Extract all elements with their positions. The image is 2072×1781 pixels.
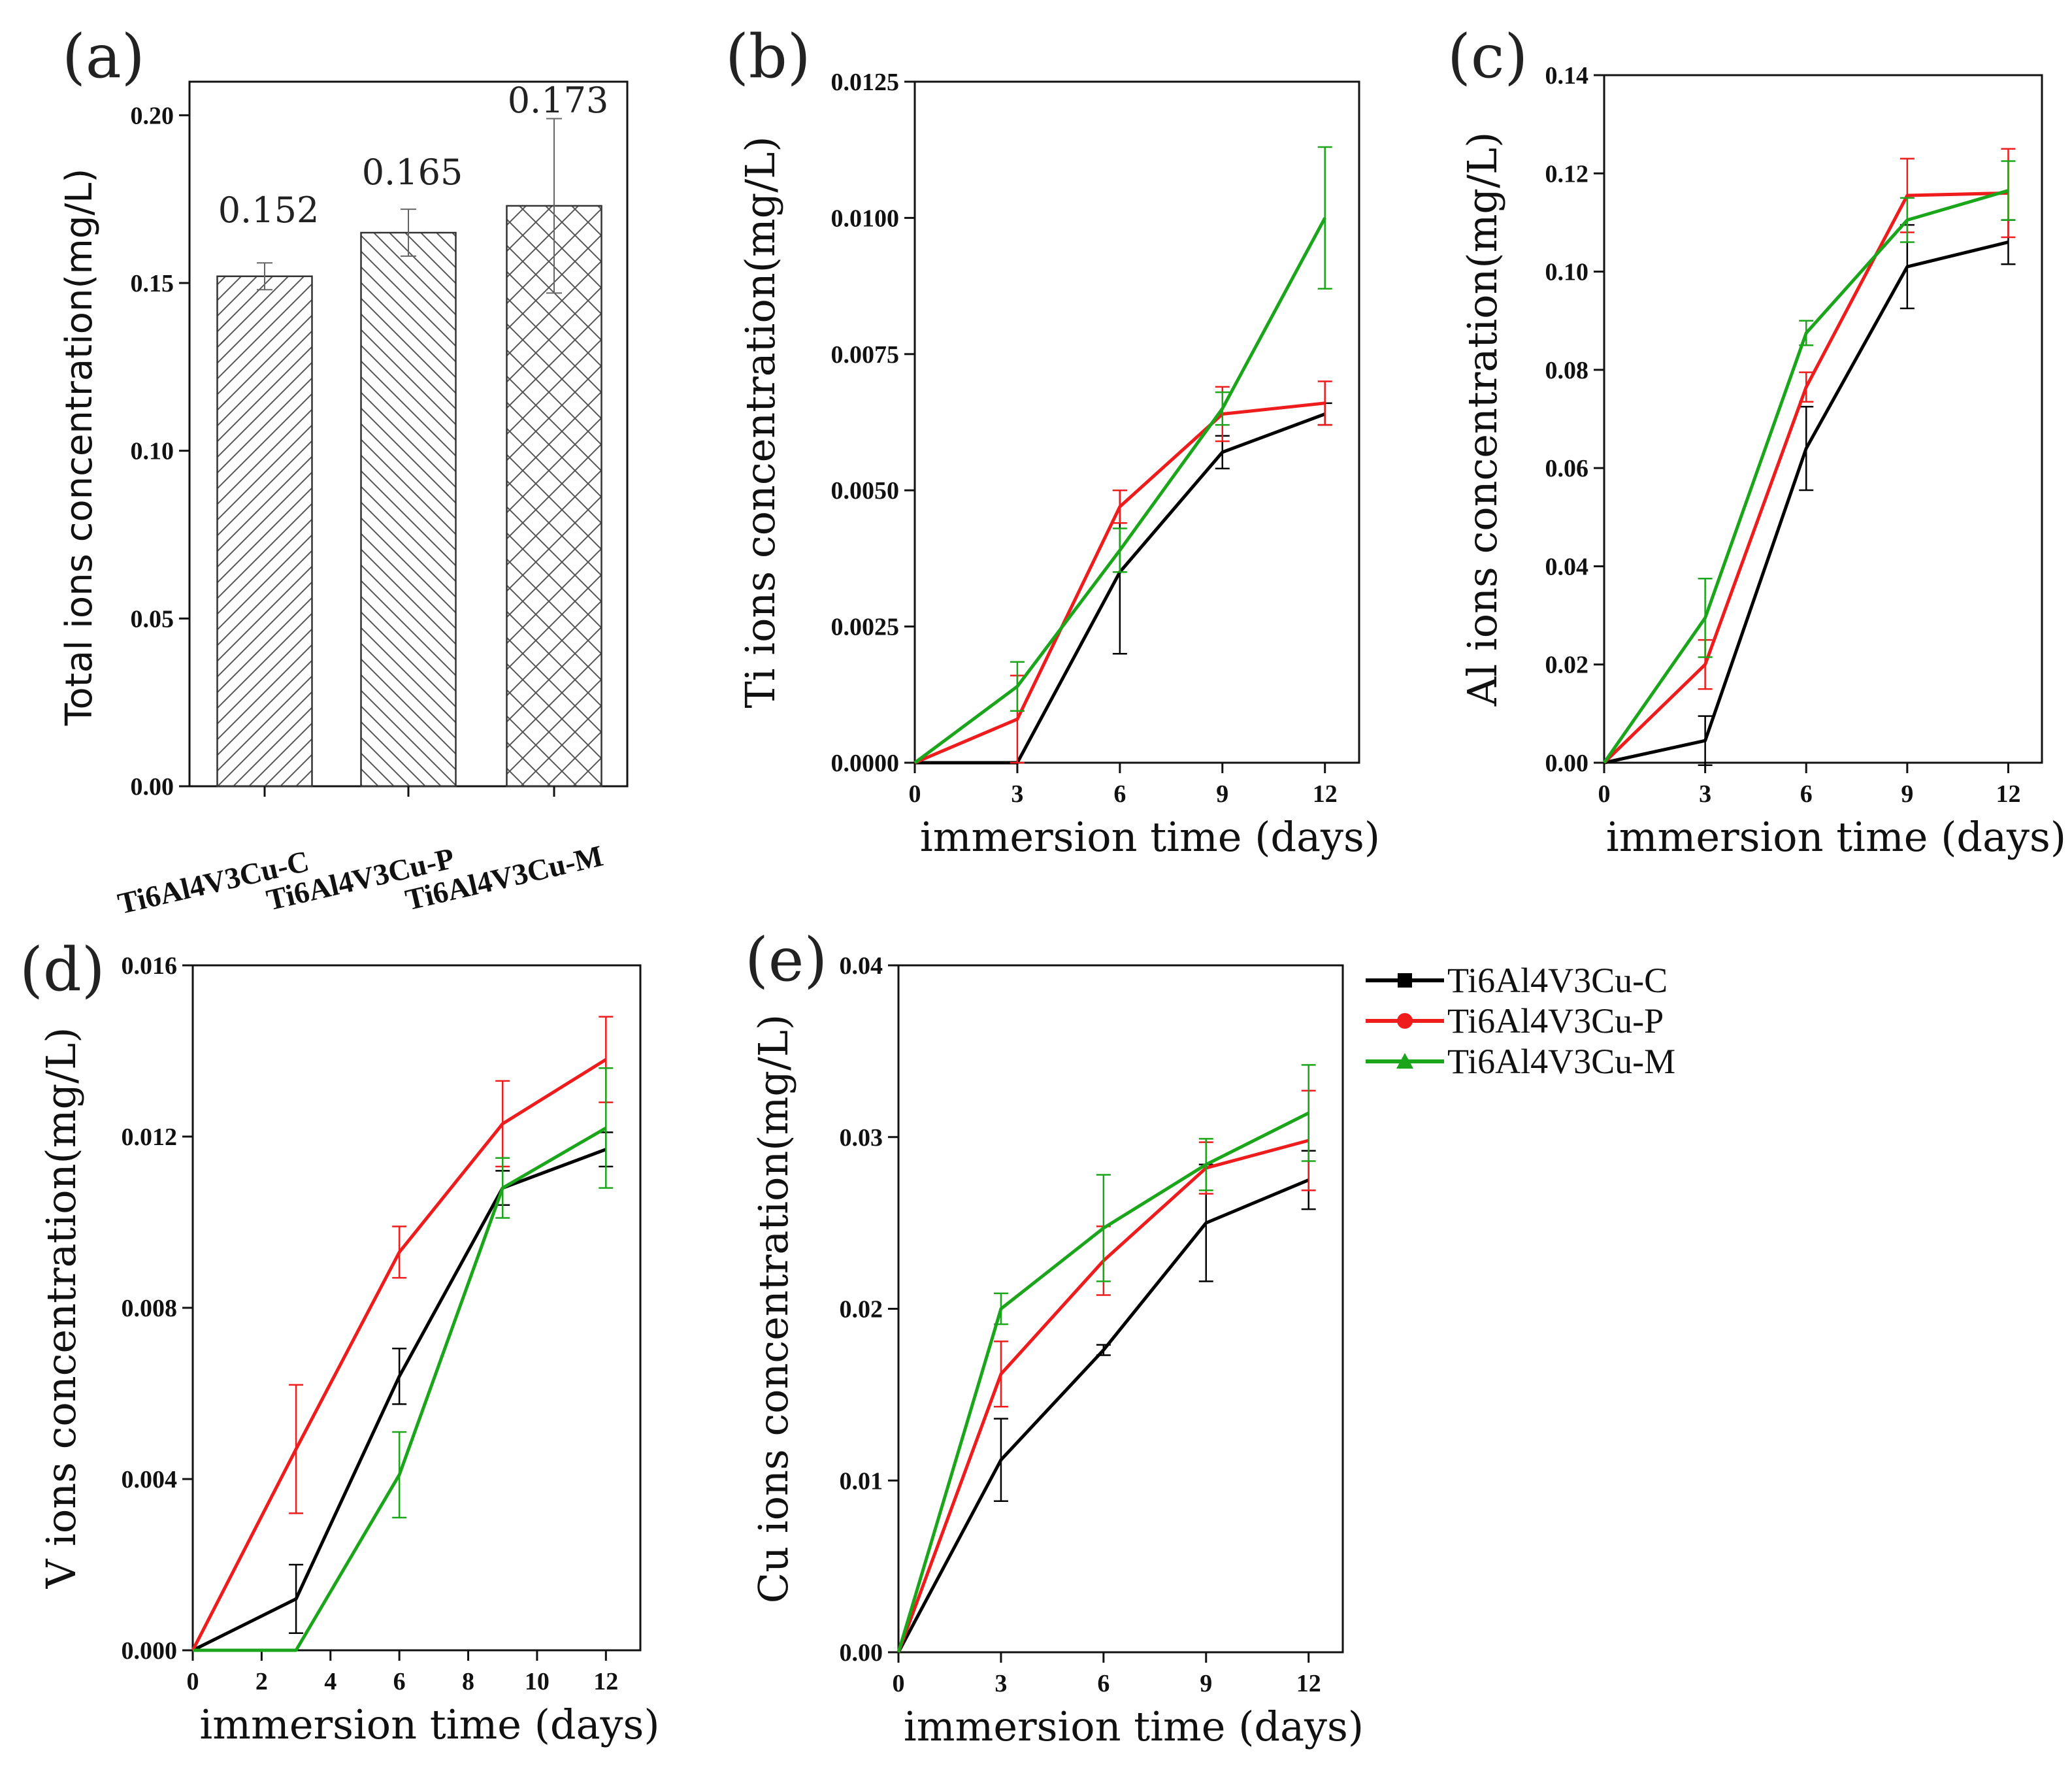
x-tick-label: 12: [1313, 780, 1338, 808]
value-label: 0.152: [218, 190, 320, 231]
y-tick-label: 0.05: [131, 605, 174, 633]
bar: [216, 275, 313, 788]
legend-marker-circle: [1397, 1013, 1413, 1029]
y-tick-label: 0.004: [122, 1466, 178, 1493]
y-axis-title: Ti ions concentration(mg/L): [736, 136, 784, 708]
value-label: 0.165: [362, 152, 463, 193]
y-tick-label: 0.03: [840, 1124, 883, 1152]
x-tick-label: 6: [393, 1668, 406, 1695]
plot-frame: [1603, 74, 2043, 764]
x-axis-title: immersion time (days): [199, 1701, 659, 1748]
y-tick-label: 0.000: [122, 1637, 178, 1665]
y-tick-label: 0.02: [840, 1296, 883, 1323]
panel-letter-d: (d): [20, 935, 105, 1005]
y-tick-label: 0.06: [1545, 455, 1589, 482]
panel-letter-a: (a): [62, 22, 145, 92]
plot-frame: [191, 964, 642, 1652]
y-tick-label: 0.0125: [831, 69, 900, 96]
x-axis-title: immersion time (days): [920, 813, 1380, 861]
panel-b-ti-line-chart: 0.0000 0.0025 0.0050 0.0075 0.0100 0.0125 0 3 6 9…: [736, 69, 1380, 861]
y-tick-label: 0.00: [131, 773, 174, 801]
panel-e-cu-line-chart: 0.00 0.01 0.02 0.03 0.04 0 3 6 9 12 immersion time…: [749, 952, 1364, 1750]
y-tick-label: 0.04: [840, 952, 883, 980]
panel-a-bar-chart: 0.000.050.100.150.200.152Ti6Al4V3Cu-C0.1…: [58, 80, 629, 920]
x-axis-title: immersion time (days): [904, 1703, 1364, 1750]
y-tick-label: 0.02: [1545, 652, 1589, 679]
x-tick-label: 10: [525, 1668, 550, 1695]
panel-letter-c: (c): [1447, 22, 1528, 92]
y-axis-title: Cu ions concentration(mg/L): [749, 1014, 797, 1603]
panel-d-v-line-chart: 0.000 0.004 0.008 0.012 0.016 0 2 4 6 8 10 12 immers…: [37, 952, 660, 1748]
y-tick-label: 0.0025: [831, 614, 900, 641]
legend-marker-square: [1398, 973, 1412, 988]
x-tick-label: 6: [1800, 780, 1813, 808]
panel-letter-b: (b): [725, 22, 811, 92]
x-tick-label: 0: [1598, 780, 1611, 808]
y-tick-label: 0.04: [1545, 553, 1589, 580]
legend-label: Ti6Al4V3Cu-M: [1447, 1042, 1675, 1081]
y-tick-label: 0.016: [122, 952, 178, 980]
x-tick-label: 12: [593, 1668, 618, 1695]
x-tick-label: 0: [893, 1670, 905, 1697]
x-tick-label: 6: [1097, 1670, 1110, 1697]
y-tick-label: 0.12: [1545, 160, 1589, 188]
y-tick-label: 0.00: [1545, 750, 1589, 777]
y-tick-label: 0.14: [1545, 62, 1589, 90]
y-tick-label: 0.20: [131, 102, 174, 129]
y-tick-label: 0.0050: [831, 477, 900, 505]
value-label: 0.173: [508, 80, 609, 121]
panel-letter-e: (e): [745, 925, 827, 995]
x-tick-label: 0: [187, 1668, 199, 1695]
x-tick-label: 0: [909, 780, 921, 808]
x-tick-label: 12: [1296, 1670, 1321, 1697]
x-tick-label: 6: [1113, 780, 1126, 808]
y-axis-title: Total ions concentration(mg/L): [58, 169, 101, 727]
x-tick-label: 3: [995, 1670, 1007, 1697]
x-axis-title: immersion time (days): [1606, 813, 2066, 861]
plot-frame: [897, 964, 1344, 1654]
y-tick-label: 0.0075: [831, 341, 900, 369]
x-tick-label: 9: [1200, 1670, 1212, 1697]
x-tick-label: 9: [1216, 780, 1228, 808]
y-tick-label: 0.15: [131, 270, 174, 297]
legend-marker-triangle: [1396, 1053, 1413, 1069]
y-tick-label: 0.00: [840, 1639, 883, 1667]
y-axis-title: Al ions concentration(mg/L): [1458, 132, 1506, 707]
x-tick-label: 4: [324, 1668, 337, 1695]
y-tick-label: 0.0000: [831, 750, 900, 777]
x-tick-label: 9: [1901, 780, 1913, 808]
x-tick-label: 3: [1011, 780, 1023, 808]
x-tick-label: 3: [1699, 780, 1711, 808]
y-tick-label: 0.0100: [831, 205, 900, 232]
panel-c-al-line-chart: 0.00 0.02 0.04 0.06 0.08 0.10 0.12 0.14 0 3 6 9 12 im…: [1458, 62, 2066, 861]
x-tick-label: 12: [1996, 780, 2020, 808]
legend-label: Ti6Al4V3Cu-P: [1447, 1001, 1664, 1040]
x-tick-label: 8: [462, 1668, 474, 1695]
bar: [360, 231, 457, 788]
y-tick-label: 0.012: [122, 1124, 178, 1151]
y-tick-label: 0.08: [1545, 357, 1589, 384]
y-tick-label: 0.10: [1545, 259, 1589, 286]
y-tick-label: 0.008: [122, 1295, 178, 1322]
y-tick-label: 0.01: [840, 1467, 883, 1495]
legend-label: Ti6Al4V3Cu-C: [1447, 961, 1668, 1000]
plot-frame: [913, 80, 1360, 764]
y-axis-title: V ions concentration(mg/L): [37, 1027, 85, 1590]
x-tick-label: 2: [255, 1668, 268, 1695]
y-tick-label: 0.10: [131, 438, 174, 465]
